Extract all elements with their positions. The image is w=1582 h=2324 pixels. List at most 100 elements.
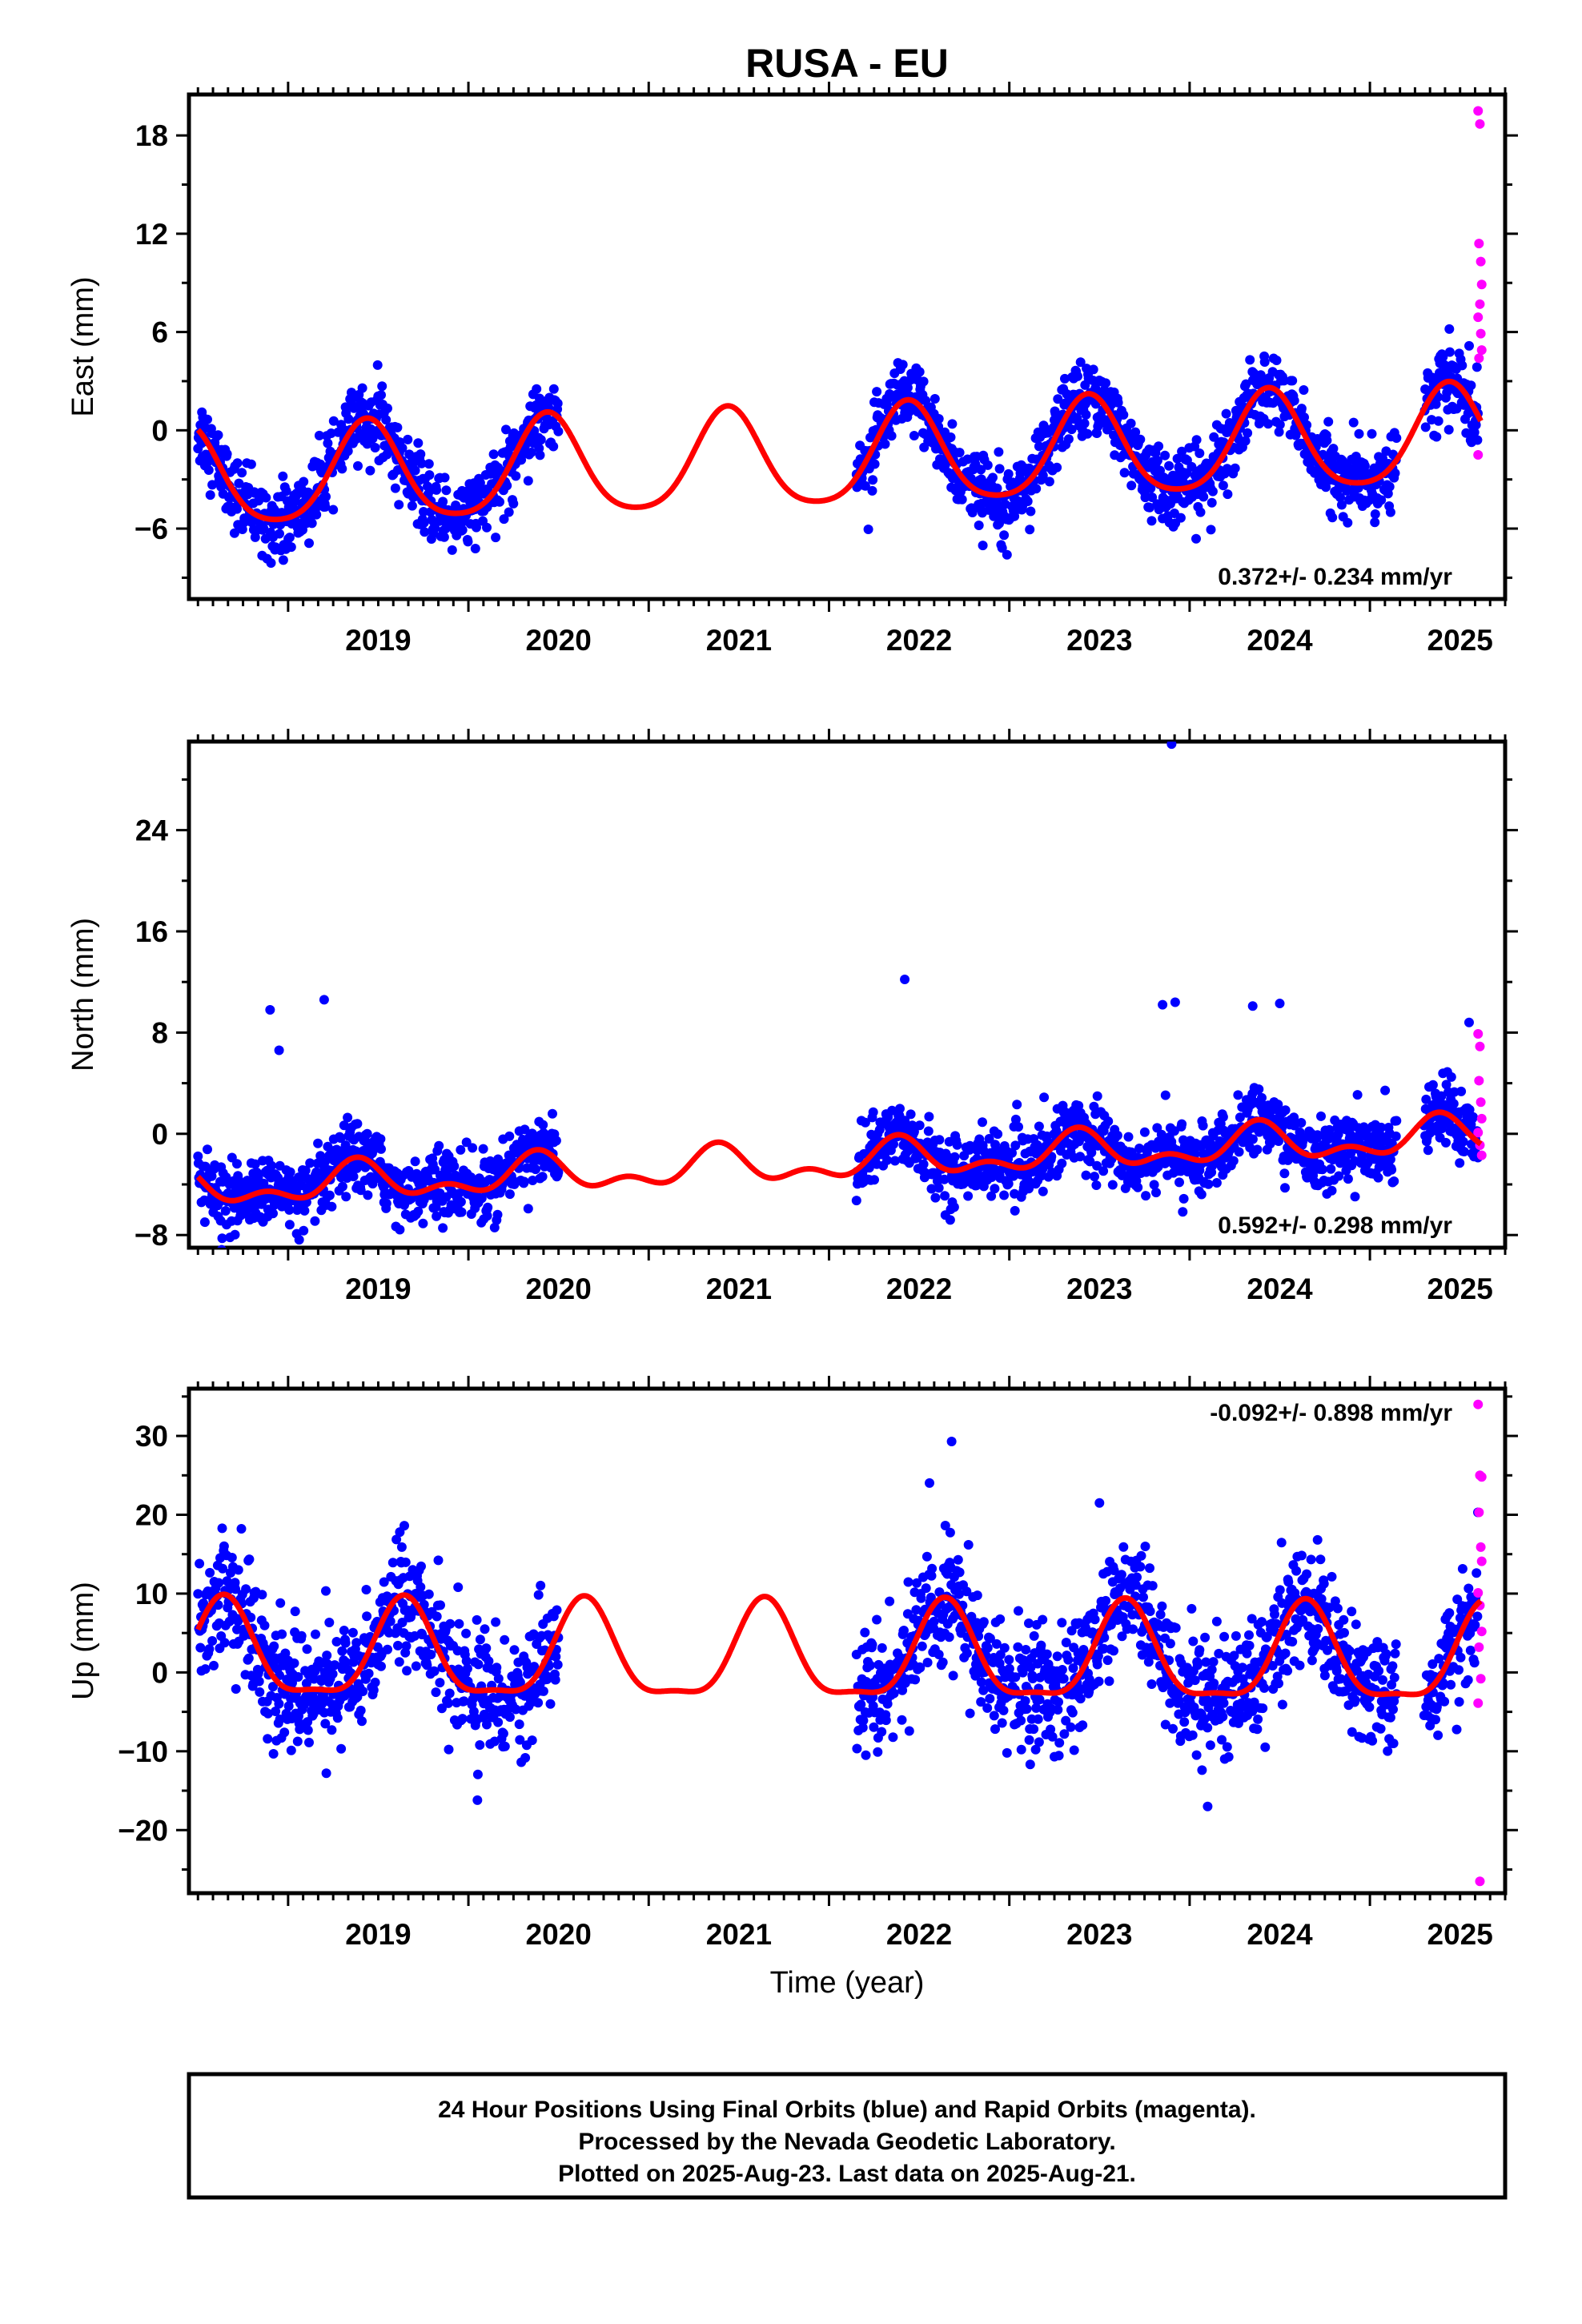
data-point bbox=[1336, 500, 1347, 510]
data-point bbox=[323, 438, 333, 448]
data-point bbox=[1207, 486, 1218, 497]
data-point bbox=[1273, 1100, 1283, 1110]
data-point bbox=[1010, 1140, 1021, 1151]
data-point bbox=[1203, 1179, 1214, 1189]
data-point bbox=[1469, 427, 1480, 437]
x-tick-label: 2019 bbox=[345, 624, 411, 657]
data-point bbox=[1053, 394, 1063, 404]
data-point bbox=[392, 422, 403, 432]
data-point bbox=[523, 476, 533, 486]
data-point bbox=[927, 1563, 938, 1574]
data-point bbox=[1103, 1116, 1114, 1127]
data-point bbox=[910, 1675, 921, 1685]
data-point bbox=[1082, 428, 1093, 439]
data-point bbox=[1117, 1170, 1127, 1180]
data-point bbox=[1098, 1166, 1109, 1176]
data-point bbox=[204, 1644, 215, 1655]
data-point bbox=[1370, 509, 1380, 519]
data-point bbox=[313, 1138, 323, 1148]
data-point bbox=[511, 471, 521, 481]
data-point bbox=[918, 1159, 929, 1169]
data-point bbox=[259, 1620, 270, 1630]
data-point bbox=[1090, 1172, 1099, 1182]
data-point bbox=[552, 1605, 562, 1615]
data-point bbox=[1348, 417, 1359, 428]
data-point bbox=[1299, 385, 1309, 395]
data-point bbox=[954, 448, 965, 458]
x-tick-label: 2024 bbox=[1247, 1273, 1313, 1305]
data-point bbox=[214, 1578, 224, 1588]
data-point bbox=[1431, 399, 1441, 409]
y-tick-label: 0 bbox=[151, 1118, 168, 1151]
data-point bbox=[1471, 420, 1481, 430]
data-point bbox=[475, 1740, 485, 1750]
data-point bbox=[493, 1717, 504, 1727]
rapid-orbit-points bbox=[1473, 106, 1487, 460]
data-point bbox=[361, 1137, 371, 1148]
data-point bbox=[376, 1144, 386, 1154]
data-point bbox=[865, 1660, 875, 1671]
rapid-point bbox=[1476, 328, 1486, 339]
data-point bbox=[340, 1638, 351, 1648]
data-point bbox=[203, 465, 214, 475]
outlier-point bbox=[319, 995, 329, 1005]
data-point bbox=[1302, 420, 1312, 430]
east-panel: 2019 2020 2021 2022 2023 2024 2025 −6 0 6 12 18 East… bbox=[66, 82, 1518, 657]
data-point bbox=[508, 428, 519, 438]
data-point bbox=[857, 1723, 868, 1733]
data-point bbox=[482, 1719, 492, 1730]
data-point bbox=[372, 360, 383, 370]
data-point bbox=[868, 475, 878, 485]
data-point bbox=[283, 1701, 294, 1711]
data-point bbox=[526, 448, 536, 457]
data-point bbox=[269, 1200, 279, 1210]
data-point bbox=[416, 1582, 426, 1592]
data-point bbox=[904, 1726, 914, 1736]
data-point bbox=[990, 1184, 1000, 1194]
data-point bbox=[1178, 1193, 1189, 1204]
data-point bbox=[220, 1206, 231, 1216]
data-point bbox=[909, 431, 919, 440]
data-point bbox=[1384, 481, 1395, 492]
x-tick-label: 2023 bbox=[1066, 1918, 1132, 1951]
data-point bbox=[877, 1727, 887, 1737]
data-point bbox=[320, 1719, 331, 1729]
data-point bbox=[385, 1616, 396, 1626]
data-point bbox=[1380, 1085, 1391, 1096]
data-point bbox=[280, 1648, 291, 1659]
data-point bbox=[410, 1156, 420, 1167]
rapid-point bbox=[1475, 119, 1485, 129]
data-point bbox=[1373, 1172, 1383, 1183]
data-point bbox=[436, 1600, 445, 1610]
data-point bbox=[1354, 428, 1364, 439]
data-point bbox=[1206, 525, 1216, 535]
data-point bbox=[902, 383, 913, 393]
data-point bbox=[1449, 1087, 1460, 1097]
data-point bbox=[1152, 456, 1162, 466]
data-point bbox=[1271, 356, 1282, 365]
data-point bbox=[502, 480, 512, 491]
data-point bbox=[278, 471, 288, 481]
data-point bbox=[370, 443, 380, 452]
data-point bbox=[1172, 453, 1182, 464]
data-point bbox=[1160, 450, 1170, 460]
y-tick-label: 16 bbox=[135, 915, 168, 948]
data-point bbox=[1003, 468, 1014, 479]
data-point bbox=[328, 416, 339, 426]
data-point bbox=[322, 1651, 332, 1661]
data-point bbox=[1088, 364, 1098, 375]
data-point bbox=[348, 1172, 359, 1182]
data-point bbox=[1207, 497, 1217, 508]
data-point bbox=[1464, 1104, 1475, 1115]
data-point bbox=[491, 1617, 501, 1627]
data-point bbox=[934, 1183, 944, 1193]
data-point bbox=[357, 383, 367, 393]
data-point bbox=[957, 494, 967, 505]
data-point bbox=[994, 518, 1004, 529]
data-point bbox=[418, 1218, 428, 1228]
outlier-point bbox=[1275, 999, 1285, 1009]
data-point bbox=[1147, 493, 1158, 502]
data-point bbox=[203, 1144, 212, 1155]
data-point bbox=[321, 1586, 331, 1596]
data-point bbox=[897, 360, 908, 370]
